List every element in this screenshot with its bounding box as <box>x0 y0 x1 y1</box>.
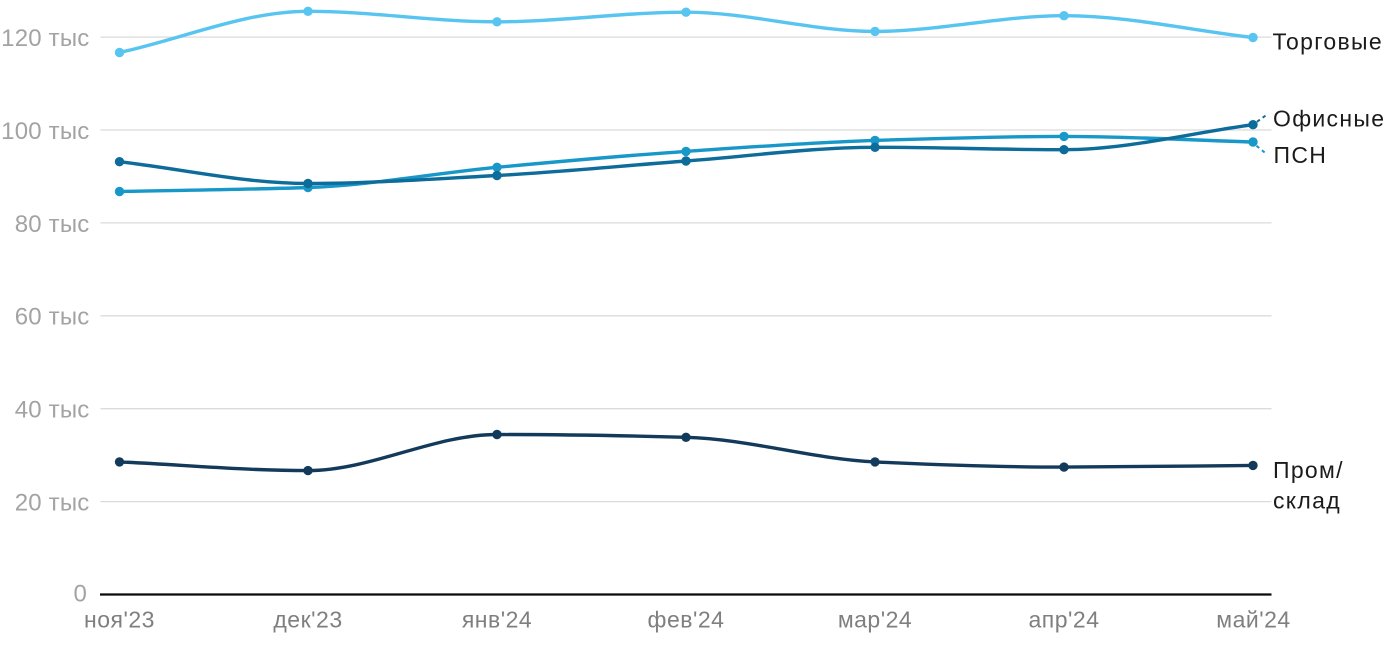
svg-text:май'24: май'24 <box>1216 607 1290 633</box>
svg-text:склад: склад <box>1273 487 1341 513</box>
svg-text:120 тыс: 120 тыс <box>1 25 89 52</box>
svg-text:40 тыс: 40 тыс <box>15 397 90 424</box>
svg-text:60 тыс: 60 тыс <box>15 304 90 331</box>
svg-text:Офисные: Офисные <box>1273 105 1385 131</box>
svg-text:Пром/: Пром/ <box>1273 457 1344 483</box>
svg-text:0: 0 <box>73 581 87 608</box>
svg-text:янв'24: янв'24 <box>462 607 532 633</box>
svg-text:80 тыс: 80 тыс <box>15 211 90 238</box>
svg-text:Торговые: Торговые <box>1273 29 1383 55</box>
svg-text:дек'23: дек'23 <box>273 607 342 633</box>
svg-text:мар'24: мар'24 <box>838 607 912 633</box>
svg-text:20 тыс: 20 тыс <box>15 490 90 517</box>
svg-text:апр'24: апр'24 <box>1028 607 1099 633</box>
svg-text:фев'24: фев'24 <box>648 607 725 633</box>
svg-text:ПСН: ПСН <box>1274 142 1328 168</box>
svg-text:ноя'23: ноя'23 <box>84 607 155 633</box>
svg-text:100 тыс: 100 тыс <box>1 118 89 145</box>
